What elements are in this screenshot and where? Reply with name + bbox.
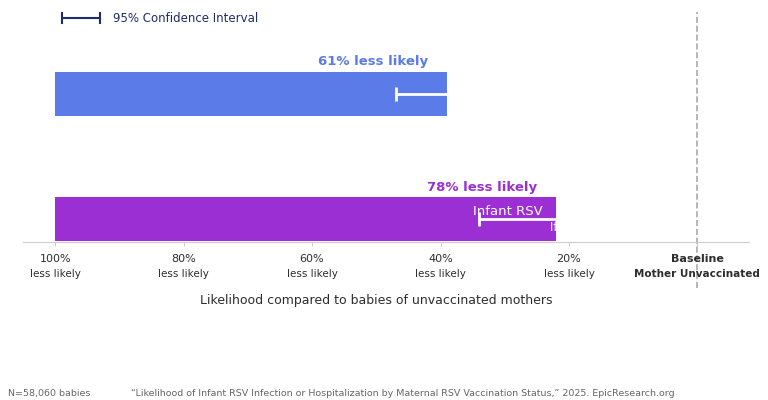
Text: 40%: 40%	[428, 254, 453, 264]
Text: If Mother is Vaccinated: If Mother is Vaccinated	[550, 221, 684, 234]
Text: Likelihood compared to babies of unvaccinated mothers: Likelihood compared to babies of unvacci…	[200, 294, 552, 307]
Text: less likely: less likely	[544, 269, 594, 279]
Text: Mother Unvaccinated: Mother Unvaccinated	[634, 269, 760, 279]
Text: N=58,060 babies: N=58,060 babies	[8, 389, 90, 398]
Text: 61% less likely: 61% less likely	[317, 56, 428, 68]
Text: “Likelihood of Infant RSV Infection or Hospitalization by Maternal RSV Vaccinati: “Likelihood of Infant RSV Infection or H…	[131, 389, 674, 398]
Text: 78% less likely: 78% less likely	[427, 181, 537, 194]
Text: 20%: 20%	[557, 254, 581, 264]
Text: less likely: less likely	[415, 269, 466, 279]
Text: Infant RSV: Infant RSV	[472, 205, 547, 218]
Text: 95% Confidence Interval: 95% Confidence Interval	[113, 12, 258, 25]
Bar	[55, 197, 556, 241]
Text: If Mother is Vaccinated: If Mother is Vaccinated	[550, 96, 684, 109]
Text: Baseline: Baseline	[671, 254, 724, 264]
Text: 80%: 80%	[171, 254, 196, 264]
Text: less likely: less likely	[158, 269, 209, 279]
Bar	[55, 72, 447, 116]
Text: Infant RSV: Infant RSV	[529, 80, 604, 92]
Text: 100%: 100%	[39, 254, 71, 264]
Text: 60%: 60%	[300, 254, 324, 264]
Text: Infection: Infection	[618, 80, 684, 92]
Text: less likely: less likely	[30, 269, 81, 279]
Text: less likely: less likely	[286, 269, 337, 279]
Text: Hospitalization: Hospitalization	[571, 205, 684, 218]
